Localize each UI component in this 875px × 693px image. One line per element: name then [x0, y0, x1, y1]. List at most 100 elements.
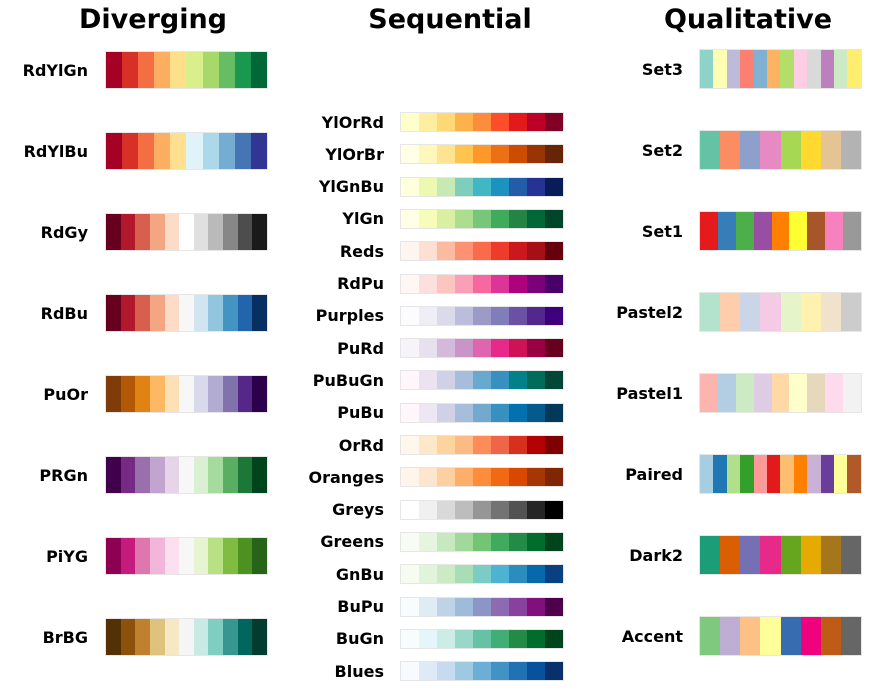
color-swatch [740, 131, 761, 169]
color-swatch [401, 468, 419, 487]
color-swatch [252, 457, 267, 493]
color-swatch [820, 455, 835, 493]
color-swatch [807, 455, 821, 493]
color-swatch [418, 532, 437, 551]
sequential-palette-row: Oranges [0, 467, 564, 488]
color-swatch [436, 306, 455, 325]
color-swatch [720, 293, 741, 331]
palette-name: RdPu [337, 274, 384, 293]
sequential-palette-row: OrRd [0, 435, 564, 455]
color-swatch [807, 374, 826, 412]
color-swatch [138, 52, 155, 88]
color-swatch [106, 619, 121, 655]
color-swatch [793, 455, 808, 493]
sequential-palette-row: Greens [0, 531, 564, 552]
color-swatch [544, 274, 563, 293]
color-swatch [490, 629, 509, 648]
color-swatch [726, 50, 741, 88]
color-swatch [843, 212, 861, 250]
color-swatch [760, 131, 781, 169]
color-swatch [418, 274, 437, 293]
color-swatch [401, 662, 419, 681]
palette-name: Set1 [641, 221, 683, 241]
color-swatch [508, 662, 527, 681]
palette-name: OrRd [338, 435, 384, 455]
color-swatch [800, 131, 821, 169]
qualitative-palette-row: Accent [0, 616, 862, 656]
color-swatch [149, 295, 165, 331]
palette-name: BrBG [42, 627, 88, 647]
color-swatch [164, 295, 180, 331]
palette-strip [400, 467, 564, 488]
color-swatch [526, 500, 545, 519]
qualitative-palette-row: Dark2 [0, 535, 862, 575]
color-swatch [135, 295, 150, 331]
color-swatch [526, 113, 545, 131]
color-swatch [760, 536, 781, 574]
color-swatch [436, 371, 455, 390]
palette-strip [105, 294, 268, 332]
color-swatch [252, 376, 267, 412]
color-swatch [454, 274, 473, 293]
color-swatch [544, 242, 563, 261]
color-swatch [526, 306, 545, 325]
sequential-title: Sequential [368, 4, 532, 35]
color-swatch [508, 532, 527, 551]
color-swatch [753, 50, 768, 88]
palette-strip [105, 51, 268, 89]
palette-strip [105, 132, 268, 170]
diverging-palette-row: RdBu [0, 294, 268, 332]
color-swatch [401, 565, 419, 584]
color-swatch [820, 617, 841, 655]
color-swatch [252, 538, 267, 574]
color-swatch [807, 50, 821, 88]
color-swatch [149, 214, 165, 250]
palette-name: PiYG [46, 546, 88, 566]
sequential-palette-row: PuRd [0, 338, 564, 359]
color-swatch [843, 374, 861, 412]
color-swatch [760, 617, 781, 655]
color-swatch [767, 50, 781, 88]
color-swatch [526, 436, 545, 454]
palette-name: RdBu [40, 303, 88, 323]
diverging-palette-row: PuOr [0, 375, 268, 413]
color-swatch [700, 293, 721, 331]
color-swatch [418, 371, 437, 390]
color-swatch [237, 214, 253, 250]
color-swatch [825, 212, 843, 250]
color-swatch [208, 214, 223, 250]
color-swatch [847, 455, 861, 493]
color-swatch [208, 619, 223, 655]
color-swatch [490, 339, 509, 358]
color-swatch [544, 209, 563, 228]
color-swatch [454, 339, 473, 358]
palette-strip [400, 402, 564, 423]
color-swatch [472, 532, 491, 551]
color-swatch [401, 145, 419, 164]
palette-strip [400, 273, 564, 294]
color-swatch [544, 177, 563, 196]
color-swatch [418, 145, 437, 164]
color-swatch [250, 133, 267, 169]
color-swatch [544, 145, 563, 164]
color-swatch [544, 113, 563, 131]
color-swatch [252, 295, 267, 331]
palette-name: Reds [339, 241, 384, 261]
palette-strip [699, 454, 862, 494]
palette-strip [400, 144, 564, 165]
color-swatch [508, 629, 527, 648]
color-swatch [454, 145, 473, 164]
color-swatch [490, 403, 509, 422]
color-swatch [508, 306, 527, 325]
palette-strip [400, 499, 564, 520]
color-swatch [472, 339, 491, 358]
diverging-palette-row: RdYlGn [0, 51, 268, 89]
palette-strip [400, 305, 564, 326]
palette-strip [699, 130, 862, 170]
palette-name: Greys [332, 500, 384, 520]
color-swatch [120, 295, 136, 331]
sequential-palette-row: Greys [0, 499, 564, 520]
color-swatch [717, 374, 736, 412]
color-swatch [401, 532, 419, 551]
color-swatch [252, 619, 267, 655]
